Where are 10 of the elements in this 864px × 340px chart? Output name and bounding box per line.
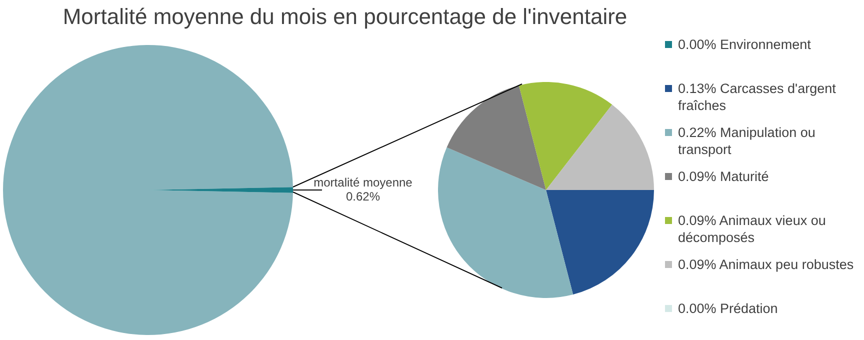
legend-label: 0.09% Maturité (678, 168, 770, 185)
legend-label: 0.13% Carcasses d'argent fraîches (678, 80, 837, 114)
legend-label: 0.09% Animaux vieux ou décomposés (678, 212, 827, 246)
legend-label: 0.09% Animaux peu robustes (678, 256, 855, 273)
legend-label: 0.00% Environnement (678, 36, 812, 53)
chart-title: Mortalité moyenne du mois en pourcentage de l'inventaire (62, 3, 628, 31)
legend-label: 0.00% Prédation (678, 300, 779, 317)
data-label: 0.62% (346, 189, 380, 204)
slice-label: mortalité moyenne (314, 175, 413, 190)
legend-label: 0.22% Manipulation ou transport (678, 124, 816, 158)
